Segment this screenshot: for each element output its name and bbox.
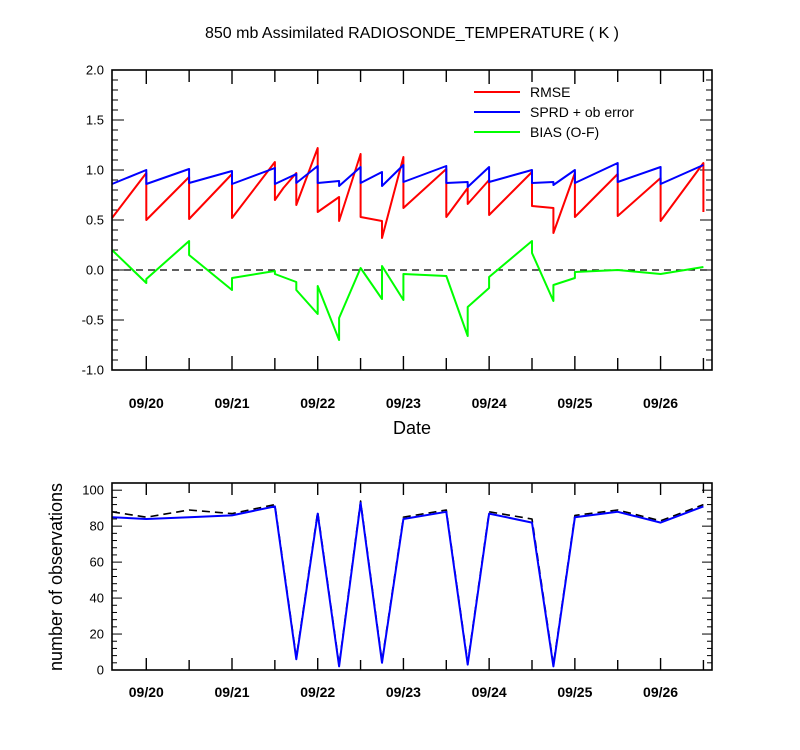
y-tick-label: -0.5 bbox=[82, 313, 104, 328]
series-line-possible bbox=[111, 500, 704, 666]
top-panel: 850 mb Assimilated RADIOSONDE_TEMPERATUR… bbox=[82, 25, 713, 438]
legend-label: RMSE bbox=[530, 84, 570, 100]
x-tick-label: 09/22 bbox=[300, 684, 335, 700]
x-tick-label: 09/23 bbox=[386, 684, 421, 700]
x-tick-label: 09/23 bbox=[386, 395, 421, 411]
series-line-sprd-ob-error bbox=[111, 162, 704, 188]
x-tick-label: 09/26 bbox=[643, 395, 678, 411]
legend-label: SPRD + ob error bbox=[530, 104, 634, 120]
y-axis-title: number of observations bbox=[46, 483, 66, 671]
x-tick-label: 09/24 bbox=[472, 395, 507, 411]
series-line-bias-o-f bbox=[111, 240, 704, 341]
top-series bbox=[111, 147, 712, 341]
y-tick-label: 0 bbox=[97, 663, 104, 678]
y-tick-label: 20 bbox=[90, 627, 104, 642]
y-tick-label: 0.0 bbox=[86, 263, 104, 278]
x-tick-label: 09/21 bbox=[214, 684, 249, 700]
bottom-axis-ticks: 0 20 40 60 80 100 09/20 09/21 09/22 09/23 09/24 09/… bbox=[82, 482, 712, 700]
x-tick-label: 09/26 bbox=[643, 684, 678, 700]
top-axis-ticks: -1.0 -0.5 0.0 0.5 1.0 1.5 2.0 09/20 09/21 09/22 09… bbox=[82, 63, 712, 411]
x-tick-label: 09/25 bbox=[557, 684, 592, 700]
y-tick-label: 0.5 bbox=[86, 213, 104, 228]
y-tick-label: 1.0 bbox=[86, 163, 104, 178]
y-tick-label: -1.0 bbox=[82, 363, 104, 378]
x-tick-label: 09/21 bbox=[214, 395, 249, 411]
x-tick-label: 09/24 bbox=[472, 684, 507, 700]
chart-title: 850 mb Assimilated RADIOSONDE_TEMPERATUR… bbox=[205, 25, 619, 42]
legend-label: BIAS (O-F) bbox=[530, 124, 599, 140]
y-tick-label: 1.5 bbox=[86, 113, 104, 128]
series-line-assimilated bbox=[111, 501, 704, 668]
bottom-panel: 0 20 40 60 80 100 09/20 09/21 09/22 09/23 09/24 09/… bbox=[46, 482, 713, 700]
legend: RMSE SPRD + ob error BIAS (O-F) bbox=[474, 84, 634, 140]
x-tick-label: 09/25 bbox=[557, 395, 592, 411]
x-tick-label: 09/20 bbox=[129, 684, 164, 700]
bottom-plot-frame bbox=[111, 482, 713, 671]
x-tick-label: 09/20 bbox=[129, 395, 164, 411]
x-axis-title: Date bbox=[393, 418, 431, 438]
y-tick-label: 2.0 bbox=[86, 63, 104, 78]
bottom-series bbox=[111, 500, 704, 668]
series-line-rmse bbox=[111, 147, 705, 239]
top-plot-frame bbox=[111, 69, 713, 371]
x-tick-label: 09/22 bbox=[300, 395, 335, 411]
y-tick-label: 100 bbox=[82, 483, 104, 498]
y-tick-label: 80 bbox=[90, 519, 104, 534]
y-tick-label: 40 bbox=[90, 591, 104, 606]
y-tick-label: 60 bbox=[90, 555, 104, 570]
